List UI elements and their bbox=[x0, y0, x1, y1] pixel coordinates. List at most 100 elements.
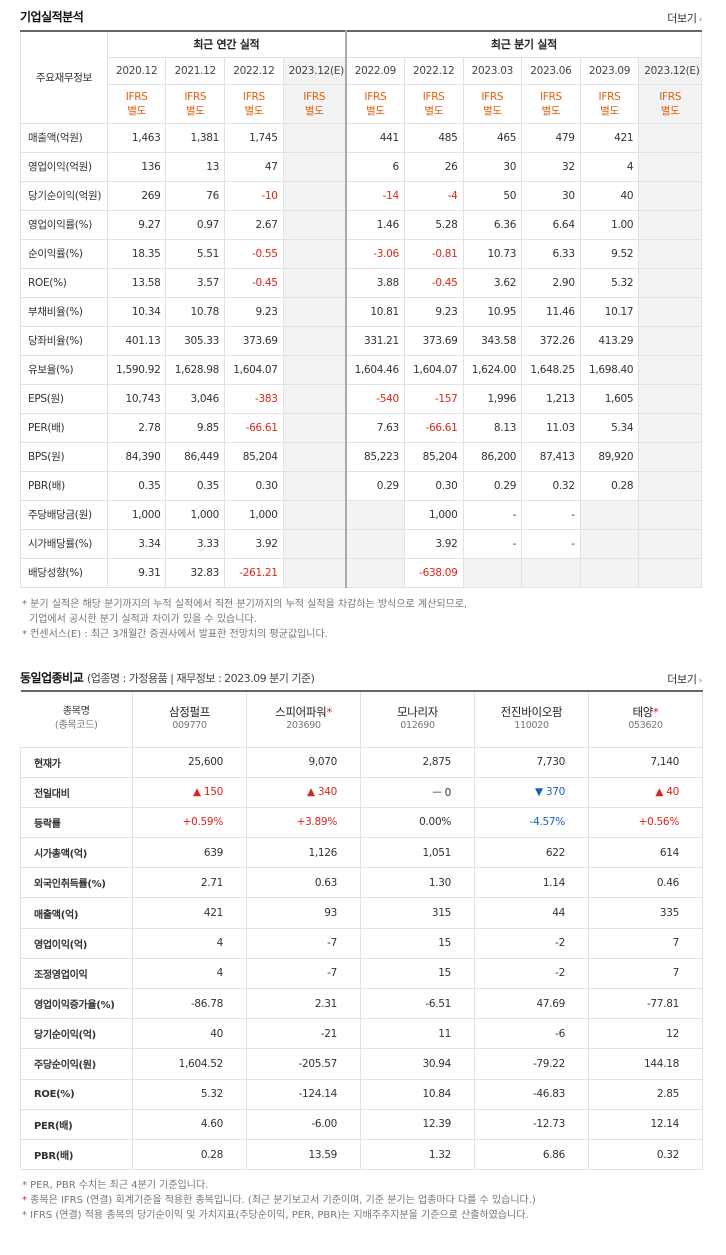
peer-cell: 5.32 bbox=[132, 1078, 247, 1110]
peer-cell: 6.86 bbox=[474, 1138, 589, 1171]
fin-cell bbox=[282, 325, 347, 356]
company-name-link[interactable]: 스피어파워* bbox=[252, 705, 355, 719]
peer-company-header: 전진바이오팜 110020 bbox=[474, 690, 589, 748]
peer-company-header: 삼정펄프 009770 bbox=[132, 690, 247, 748]
fin-cell: -0.81 bbox=[403, 238, 464, 269]
fin-row: 매출액(억원) 1,463 1,381 1,745 441 485 465 479 421 bbox=[20, 122, 702, 153]
company-name-link[interactable]: 삼정펄프 bbox=[138, 705, 241, 719]
fin-cell bbox=[638, 354, 702, 385]
peer-corner-line1: 종목명 bbox=[62, 706, 90, 718]
fin-cell: 0.30 bbox=[403, 470, 464, 501]
peer-row-label: 영업이익증가율(%) bbox=[20, 987, 133, 1020]
fin-more-label: 더보기 bbox=[667, 12, 697, 25]
fin-cell: 373.69 bbox=[224, 325, 284, 356]
fin-corner-header: 주요재무정보 bbox=[20, 30, 108, 124]
fin-cell: 3.62 bbox=[462, 267, 523, 298]
fin-cell: 441 bbox=[345, 122, 405, 153]
fin-cell: 84,390 bbox=[106, 441, 167, 472]
peer-cell: +3.89% bbox=[246, 806, 361, 839]
company-code: 110020 bbox=[514, 720, 549, 732]
peer-cell: 0.32 bbox=[588, 1138, 703, 1171]
peer-cell: -77.81 bbox=[588, 987, 703, 1020]
fin-row: PBR(배) 0.35 0.35 0.30 0.29 0.30 0.29 0.32 0.28 bbox=[20, 470, 702, 501]
fin-cell: - bbox=[462, 499, 523, 530]
fin-cell: 1,698.40 bbox=[579, 354, 640, 385]
peer-row-label: 영업이익(억) bbox=[20, 927, 133, 959]
fin-cell: 76 bbox=[165, 180, 226, 211]
fin-row-label: 유보율(%) bbox=[20, 354, 108, 385]
peer-row-label: 등락률 bbox=[20, 806, 133, 839]
company-name-link[interactable]: 모나리자 bbox=[366, 705, 469, 719]
peer-cell: 0.63 bbox=[246, 867, 361, 899]
peer-note-2: * 종목은 IFRS (연결) 회계기준을 적용한 종목입니다. (최근 분기보… bbox=[22, 1193, 702, 1208]
peer-cell: -7 bbox=[246, 957, 361, 990]
peer-row-label: 시가총액(억) bbox=[20, 837, 133, 869]
period-header: 2022.12 bbox=[403, 56, 464, 85]
fin-row-label: 당좌비율(%) bbox=[20, 325, 108, 356]
company-name-link[interactable]: 전진바이오팜 bbox=[480, 705, 583, 719]
fin-cell bbox=[638, 296, 702, 327]
fin-cell: 1,463 bbox=[106, 122, 167, 153]
peer-row: 외국인취득률(%) 2.71 0.63 1.30 1.14 0.46 bbox=[20, 867, 703, 899]
fin-row-label: EPS(원) bbox=[20, 383, 108, 414]
fin-cell: 1,213 bbox=[521, 383, 581, 414]
fin-more-link[interactable]: 더보기 › bbox=[667, 10, 702, 26]
ifrs-sub-text: 별도 bbox=[541, 104, 561, 117]
period-header: 2023.06 bbox=[521, 56, 581, 85]
fin-cell: 26 bbox=[403, 151, 464, 182]
fin-row: BPS(원) 84,390 86,449 85,204 85,223 85,204 86,2… bbox=[20, 441, 702, 472]
chevron-right-icon: › bbox=[698, 676, 703, 686]
fin-cell: 9.27 bbox=[106, 209, 167, 240]
fin-cell bbox=[638, 122, 702, 153]
fin-row-label: 부채비율(%) bbox=[20, 296, 108, 327]
fin-cell: 86,200 bbox=[462, 441, 523, 472]
financial-summary-table: 주요재무정보 최근 연간 실적 최근 분기 실적 2020.12 2021.12 2… bbox=[20, 30, 702, 588]
peer-title-text: 동일업종비교 bbox=[20, 671, 84, 685]
peer-row: 시가총액(억) 639 1,126 1,051 622 614 bbox=[20, 837, 703, 869]
fin-cell: 1,604.46 bbox=[345, 354, 405, 385]
fin-cell: -383 bbox=[224, 383, 284, 414]
ifrs-label: IFRS 별도 bbox=[462, 83, 523, 124]
period-header: 2023.03 bbox=[462, 56, 523, 85]
ifrs-sub-text: 별도 bbox=[304, 104, 324, 117]
fin-cell: 269 bbox=[106, 180, 167, 211]
peer-cell: 614 bbox=[588, 837, 703, 869]
ifrs-text: IFRS bbox=[303, 90, 326, 103]
peer-row: 당기순이익(억) 40 -21 11 -6 12 bbox=[20, 1018, 703, 1050]
peer-cell: 1,126 bbox=[246, 837, 361, 869]
peer-cell: 7 bbox=[588, 927, 703, 959]
period-header: 2020.12 bbox=[106, 56, 167, 85]
fin-row: 부채비율(%) 10.34 10.78 9.23 10.81 9.23 10.95 11.46… bbox=[20, 296, 702, 327]
peer-row: 영업이익(억) 4 -7 15 -2 7 bbox=[20, 927, 703, 959]
peer-cell: 10.84 bbox=[360, 1078, 475, 1110]
company-name-link[interactable]: 태양* bbox=[594, 705, 697, 719]
fin-cell: 9.23 bbox=[403, 296, 464, 327]
fin-cell: 2.67 bbox=[224, 209, 284, 240]
peer-more-link[interactable]: 더보기 › bbox=[667, 671, 702, 687]
fin-cell bbox=[282, 441, 347, 472]
peer-company-header: 모나리자 012690 bbox=[360, 690, 475, 748]
fin-cell: 1,000 bbox=[403, 499, 464, 530]
peer-cell: 7 bbox=[588, 957, 703, 990]
fin-cell bbox=[638, 383, 702, 414]
fin-cell bbox=[579, 528, 640, 559]
peer-cell: 12.39 bbox=[360, 1108, 475, 1140]
peer-row-label: 당기순이익(억) bbox=[20, 1018, 133, 1050]
fin-note-3: * 컨센서스(E) : 최근 3개월간 증권사에서 발표한 전망치의 평균값입니… bbox=[22, 629, 328, 640]
peer-cell: -6.00 bbox=[246, 1108, 361, 1140]
ifrs-label: IFRS 별도 bbox=[224, 83, 284, 124]
peer-cell: -46.83 bbox=[474, 1078, 589, 1110]
fin-cell: -66.61 bbox=[224, 412, 284, 443]
fin-cell: 86,449 bbox=[165, 441, 226, 472]
fin-cell: 6.33 bbox=[521, 238, 581, 269]
fin-cell: 3,046 bbox=[165, 383, 226, 414]
fin-cell: 1,996 bbox=[462, 383, 523, 414]
fin-cell bbox=[638, 209, 702, 240]
fin-cell: -4 bbox=[403, 180, 464, 211]
company-name: 삼정펄프 bbox=[168, 705, 211, 720]
peer-row: 조정영업이익 4 -7 15 -2 7 bbox=[20, 957, 703, 990]
fin-cell: 5.51 bbox=[165, 238, 226, 269]
fin-cell: -157 bbox=[403, 383, 464, 414]
peer-cell: -205.57 bbox=[246, 1048, 361, 1080]
ifrs-label: IFRS 별도 bbox=[403, 83, 464, 124]
